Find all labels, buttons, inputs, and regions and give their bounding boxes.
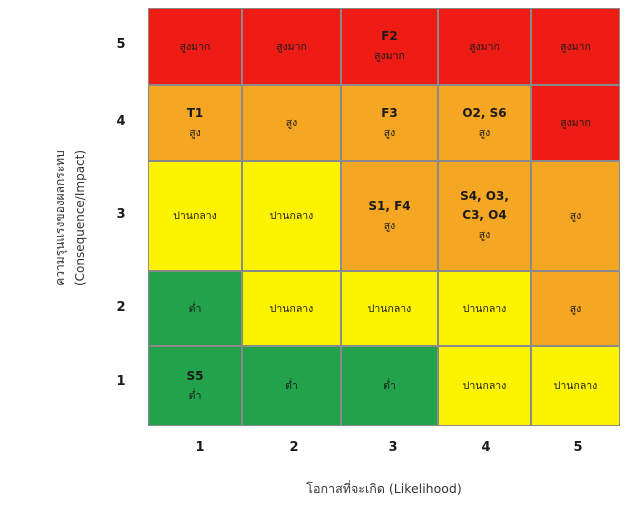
risk-level-label: สูง	[569, 302, 582, 315]
risk-codes: S1, F4	[368, 198, 411, 213]
risk-level-label: สูง	[478, 126, 491, 139]
y-tick-2: 2	[116, 300, 126, 315]
risk-level-label: ปานกลาง	[462, 302, 507, 315]
matrix-cell: ปานกลาง	[242, 271, 341, 346]
risk-level-label: สูง	[478, 229, 491, 241]
risk-codes: O2, S6	[462, 105, 507, 120]
matrix-cell: ต่ำ	[242, 346, 341, 426]
matrix-cell: ปานกลาง	[438, 271, 531, 346]
risk-level-label: สูง	[285, 117, 298, 129]
x-tick-3: 3	[388, 440, 398, 455]
risk-level-label: สูง	[383, 219, 396, 232]
risk-codes: T1	[186, 105, 204, 120]
matrix-cell: ต่ำ	[341, 346, 438, 426]
risk-codes: F3	[381, 105, 398, 120]
risk-level-label: ปานกลาง	[462, 380, 507, 392]
risk-level-label: ปานกลาง	[367, 302, 412, 315]
risk-codes: F2	[381, 29, 398, 43]
risk-level-label: สูงมาก	[560, 117, 591, 129]
x-axis-title: โอกาสที่จะเกิด (Likelihood)	[306, 481, 462, 496]
risk-level-label: ปานกลาง	[269, 210, 314, 222]
y-axis-title-line2: (Consequence/Impact)	[73, 149, 87, 287]
matrix-cell: สูงมาก	[148, 8, 242, 85]
matrix-cell: สูงมาก	[531, 8, 620, 85]
matrix-cell: S1, F4 สูง	[341, 161, 438, 271]
x-tick-1: 1	[195, 440, 205, 455]
risk-level-label: สูงมาก	[179, 40, 211, 53]
y-axis-title-line1: ความรุนแรงของผลกระทบ	[53, 150, 67, 286]
matrix-cell: สูงมาก	[531, 85, 620, 161]
risk-level-label: สูง	[383, 126, 396, 139]
matrix-cell: สูง	[531, 271, 620, 346]
risk-level-label: สูงมาก	[469, 40, 500, 53]
matrix-cell: ปานกลาง	[341, 271, 438, 346]
risk-codes: S5	[186, 368, 204, 383]
matrix-cell: F2 สูงมาก	[341, 8, 438, 85]
risk-level-label: ต่ำ	[188, 302, 202, 315]
matrix-cell: ต่ำ	[148, 271, 242, 346]
risk-level-label: ปานกลาง	[173, 210, 217, 222]
x-tick-4: 4	[481, 440, 491, 455]
risk-level-label: ต่ำ	[383, 380, 396, 392]
risk-level-label: ต่ำ	[188, 389, 202, 402]
risk-level-label: สูงมาก	[374, 50, 405, 62]
risk-level-label: ต่ำ	[285, 380, 298, 392]
risk-level-label: สูงมาก	[276, 40, 307, 53]
matrix-cell: O2, S6 สูง	[438, 85, 531, 161]
y-tick-4: 4	[116, 114, 126, 129]
risk-level-label: สูง	[189, 126, 201, 139]
risk-level-label: สูงมาก	[560, 40, 591, 53]
matrix-cell: สูงมาก	[438, 8, 531, 85]
y-tick-5: 5	[116, 37, 126, 52]
risk-matrix: สูงมาก สูงมาก F2 สูงมาก สูงมาก สูงมาก T1 สูง สูง…	[148, 8, 620, 426]
risk-level-label: ปานกลาง	[553, 380, 598, 392]
matrix-cell: T1 สูง	[148, 85, 242, 161]
matrix-cell: ปานกลาง	[148, 161, 242, 271]
matrix-cell: S5 ต่ำ	[148, 346, 242, 426]
matrix-cell: สูง	[531, 161, 620, 271]
risk-codes: S4, O3, C3, O4	[460, 189, 509, 222]
matrix-cell: ปานกลาง	[531, 346, 620, 426]
y-tick-3: 3	[116, 207, 126, 222]
x-tick-5: 5	[573, 440, 583, 455]
risk-level-label: สูง	[569, 210, 582, 222]
matrix-cell: สูง	[242, 85, 341, 161]
matrix-cell: F3 สูง	[341, 85, 438, 161]
y-tick-1: 1	[116, 374, 126, 389]
matrix-cell: ปานกลาง	[438, 346, 531, 426]
matrix-cell: ปานกลาง	[242, 161, 341, 271]
matrix-cell: S4, O3, C3, O4 สูง	[438, 161, 531, 271]
risk-level-label: ปานกลาง	[269, 302, 314, 315]
matrix-cell: สูงมาก	[242, 8, 341, 85]
x-tick-2: 2	[289, 440, 299, 455]
